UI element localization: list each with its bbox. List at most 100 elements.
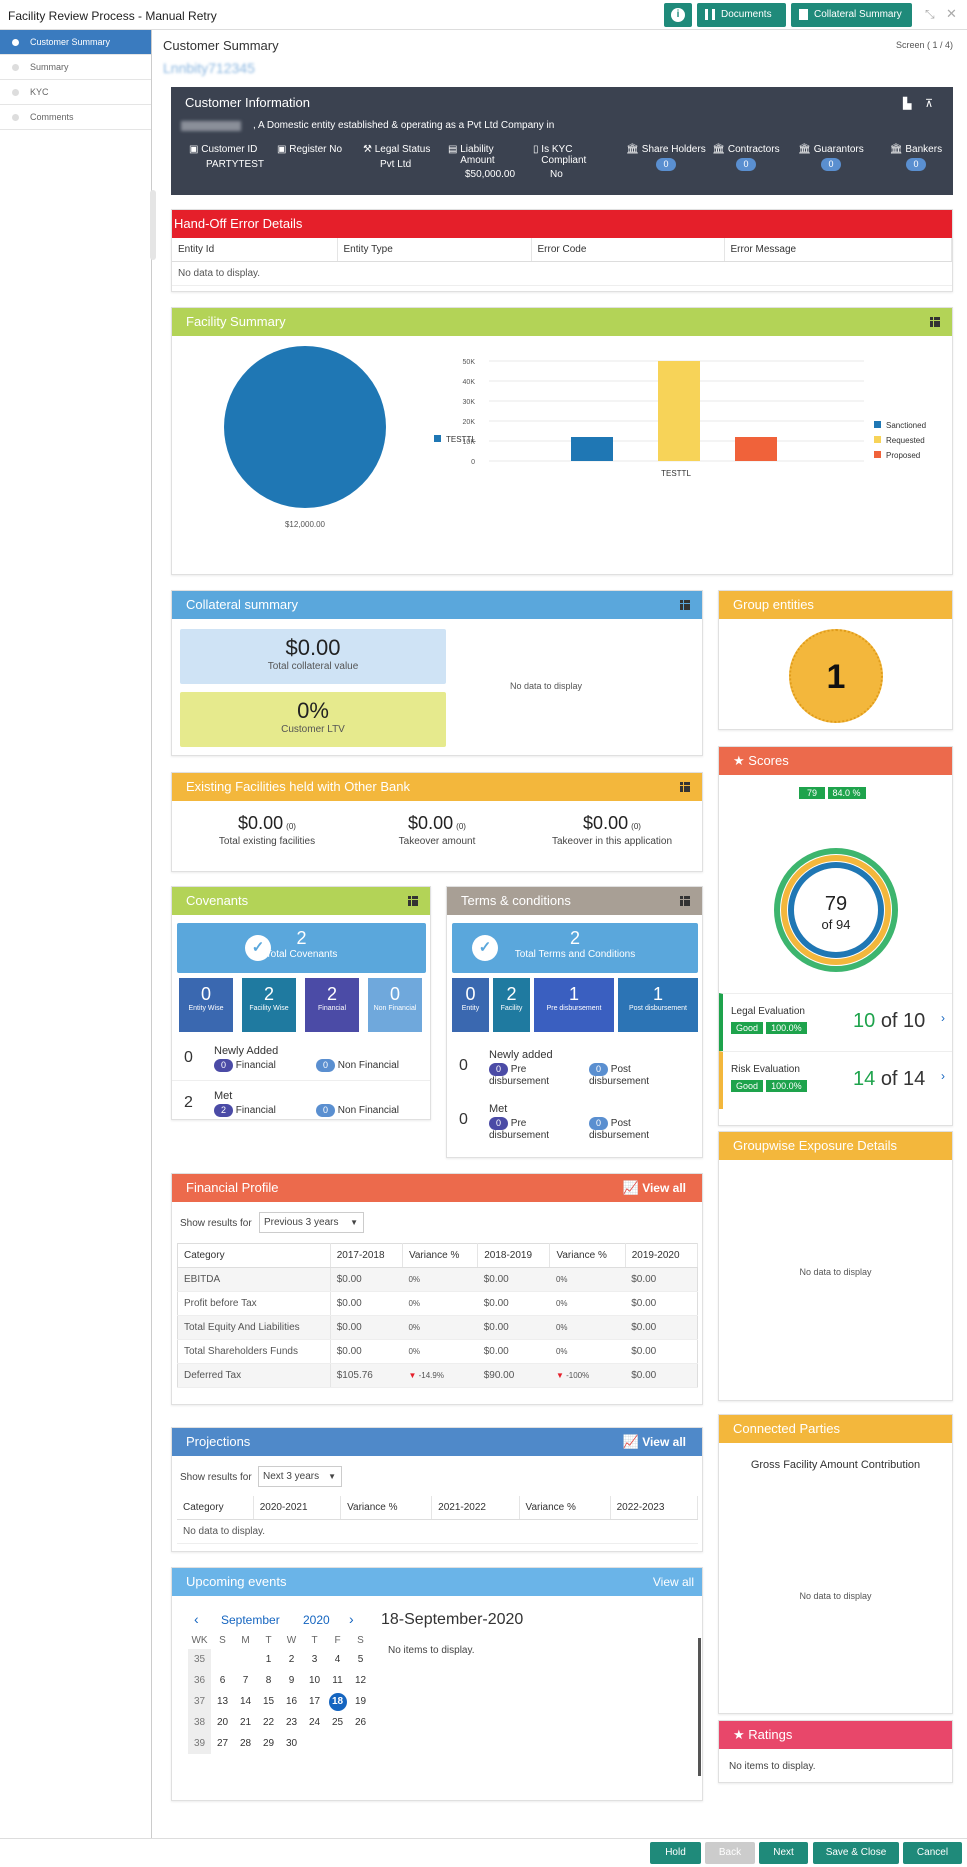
calendar-day[interactable]: 26 bbox=[354, 1717, 367, 1728]
grid-icon[interactable] bbox=[680, 896, 690, 906]
save-close-button[interactable]: Save & Close bbox=[813, 1842, 899, 1864]
calendar-day[interactable]: 22 bbox=[262, 1717, 275, 1728]
calendar-day bbox=[326, 1733, 349, 1754]
liability-label: Liability Amount bbox=[460, 144, 495, 166]
calendar-day[interactable]: 21 bbox=[239, 1717, 252, 1728]
events-view-all[interactable]: View all bbox=[652, 1575, 694, 1589]
financial-header: Financial Profile 📈 View all bbox=[172, 1174, 702, 1202]
covenant-tile-entity[interactable]: 0 Entity Wise bbox=[179, 978, 233, 1032]
projections-period-select[interactable]: Next 3 years ▼ bbox=[258, 1466, 342, 1487]
covenant-tile-financial[interactable]: 2 Financial bbox=[305, 978, 359, 1032]
calendar-day[interactable]: 10 bbox=[308, 1675, 321, 1686]
back-button[interactable]: Back bbox=[705, 1842, 755, 1864]
financial-badge: 0 bbox=[214, 1059, 234, 1072]
chevron-right-icon[interactable]: › bbox=[349, 1611, 354, 1627]
hold-button[interactable]: Hold bbox=[650, 1842, 701, 1864]
financial-period-select[interactable]: Previous 3 years ▼ bbox=[259, 1212, 364, 1233]
week-number: 38 bbox=[188, 1712, 211, 1733]
table-cell: Deferred Tax bbox=[177, 1363, 331, 1388]
calendar-day[interactable]: 16 bbox=[285, 1696, 298, 1707]
calendar-day[interactable]: 20 bbox=[216, 1717, 229, 1728]
risk-evaluation-row[interactable]: Risk Evaluation Good 100.0% 14 of 14 › bbox=[719, 1051, 952, 1109]
calendar-day[interactable]: 4 bbox=[334, 1654, 341, 1665]
pie-slice[interactable] bbox=[224, 346, 386, 508]
total-covenants-card[interactable]: ✓ 2 Total Covenants bbox=[177, 923, 426, 973]
share-holders-count[interactable]: 🏛 Share Holders 0 bbox=[621, 144, 711, 171]
financial-view-all[interactable]: 📈 View all bbox=[623, 1174, 686, 1202]
legal-evaluation-row[interactable]: Legal Evaluation Good 100.0% 10 of 10 › bbox=[719, 993, 952, 1051]
calendar-day[interactable]: 13 bbox=[216, 1696, 229, 1707]
chevron-right-icon[interactable]: › bbox=[941, 1011, 945, 1025]
cancel-button[interactable]: Cancel bbox=[903, 1842, 962, 1864]
calendar-day[interactable]: 28 bbox=[239, 1738, 252, 1749]
guarantors-count[interactable]: 🏛 Guarantors 0 bbox=[791, 144, 871, 171]
projections-view-all[interactable]: 📈 View all bbox=[623, 1428, 686, 1456]
events-scrollbar[interactable] bbox=[698, 1638, 701, 1776]
collateral-summary-button[interactable]: Collateral Summary bbox=[791, 3, 912, 27]
calendar-day[interactable]: 29 bbox=[262, 1738, 275, 1749]
total-terms-label: Total Terms and Conditions bbox=[514, 949, 636, 960]
bar-sanctioned[interactable] bbox=[571, 437, 613, 461]
calendar-day[interactable]: 3 bbox=[311, 1654, 318, 1665]
hierarchy-icon[interactable]: ⊼ bbox=[925, 98, 934, 110]
calendar-day[interactable]: 23 bbox=[285, 1717, 298, 1728]
calendar-month[interactable]: September bbox=[221, 1613, 280, 1627]
sidebar-item-summary[interactable]: Summary bbox=[0, 55, 151, 80]
calendar-day[interactable]: 11 bbox=[332, 1675, 343, 1686]
chart-icon[interactable]: ▙ bbox=[903, 98, 912, 110]
table-cell: $90.00 bbox=[477, 1363, 550, 1388]
calendar-day[interactable]: 30 bbox=[285, 1738, 298, 1749]
documents-button[interactable]: Documents bbox=[697, 3, 786, 27]
sidebar-item-customer-summary[interactable]: Customer Summary bbox=[0, 30, 151, 55]
calendar-day[interactable]: 17 bbox=[308, 1696, 321, 1707]
bar-requested[interactable] bbox=[658, 361, 700, 461]
sidebar-resize-handle[interactable] bbox=[150, 190, 156, 260]
next-button[interactable]: Next bbox=[759, 1842, 808, 1864]
weekday-header: F bbox=[334, 1634, 341, 1646]
tile-value: 0 bbox=[389, 984, 400, 1004]
total-terms-card[interactable]: ✓ 2 Total Terms and Conditions bbox=[452, 923, 698, 973]
day-label: 18 bbox=[328, 1692, 347, 1711]
sidebar-item-kyc[interactable]: KYC bbox=[0, 80, 151, 105]
terms-tile-entity[interactable]: 0 Entity bbox=[452, 978, 489, 1032]
calendar-day[interactable]: 1 bbox=[265, 1654, 272, 1665]
grid-icon[interactable] bbox=[680, 782, 690, 792]
collapse-icon[interactable]: ⤡ bbox=[925, 7, 935, 21]
chevron-left-icon[interactable]: ‹ bbox=[194, 1611, 199, 1627]
grid-icon[interactable] bbox=[930, 317, 940, 327]
chevron-right-icon[interactable]: › bbox=[941, 1069, 945, 1083]
sidebar-item-label: Comments bbox=[30, 112, 74, 122]
calendar-year[interactable]: 2020 bbox=[303, 1613, 330, 1627]
sidebar-item-comments[interactable]: Comments bbox=[0, 105, 151, 130]
calendar-day[interactable]: 24 bbox=[308, 1717, 321, 1728]
terms-tile-post-disbursement[interactable]: 1 Post disbursement bbox=[618, 978, 698, 1032]
close-icon[interactable]: ✕ bbox=[946, 6, 957, 21]
calendar-day[interactable]: 15 bbox=[262, 1696, 275, 1707]
calendar-day[interactable]: 25 bbox=[331, 1717, 344, 1728]
calendar-day[interactable]: 5 bbox=[357, 1654, 364, 1665]
calendar-day[interactable]: 27 bbox=[216, 1738, 229, 1749]
calendar-day[interactable]: 7 bbox=[242, 1675, 249, 1686]
calendar-day[interactable]: 19 bbox=[354, 1696, 367, 1707]
info-button[interactable]: i bbox=[664, 3, 692, 27]
calendar-day[interactable]: 2 bbox=[288, 1654, 295, 1665]
terms-tile-facility[interactable]: 2 Facility bbox=[493, 978, 530, 1032]
covenant-tile-facility[interactable]: 2 Facility Wise bbox=[242, 978, 296, 1032]
evaluation-value: 10 bbox=[853, 1010, 876, 1032]
grid-icon[interactable] bbox=[680, 600, 690, 610]
terms-tile-pre-disbursement[interactable]: 1 Pre disbursement bbox=[534, 978, 614, 1032]
calendar-day[interactable]: 12 bbox=[354, 1675, 367, 1686]
calendar-day[interactable]: 9 bbox=[288, 1675, 295, 1686]
covenant-tile-non-financial[interactable]: 0 Non Financial bbox=[368, 978, 422, 1032]
facility-summary-header: Facility Summary bbox=[172, 308, 952, 336]
bankers-count[interactable]: 🏛 Bankers 0 bbox=[883, 144, 949, 171]
group-entities-count[interactable]: 1 bbox=[789, 629, 883, 723]
calendar-day[interactable]: 14 bbox=[239, 1696, 252, 1707]
bar-proposed[interactable] bbox=[735, 437, 777, 461]
contractors-count[interactable]: 🏛 Contractors 0 bbox=[701, 144, 791, 171]
calendar-day[interactable]: 8 bbox=[265, 1675, 272, 1686]
grid-icon[interactable] bbox=[408, 896, 418, 906]
column-header: Error Message bbox=[724, 238, 952, 262]
calendar-day[interactable]: 6 bbox=[219, 1675, 226, 1686]
calendar-day-selected[interactable]: 18 bbox=[326, 1691, 349, 1712]
